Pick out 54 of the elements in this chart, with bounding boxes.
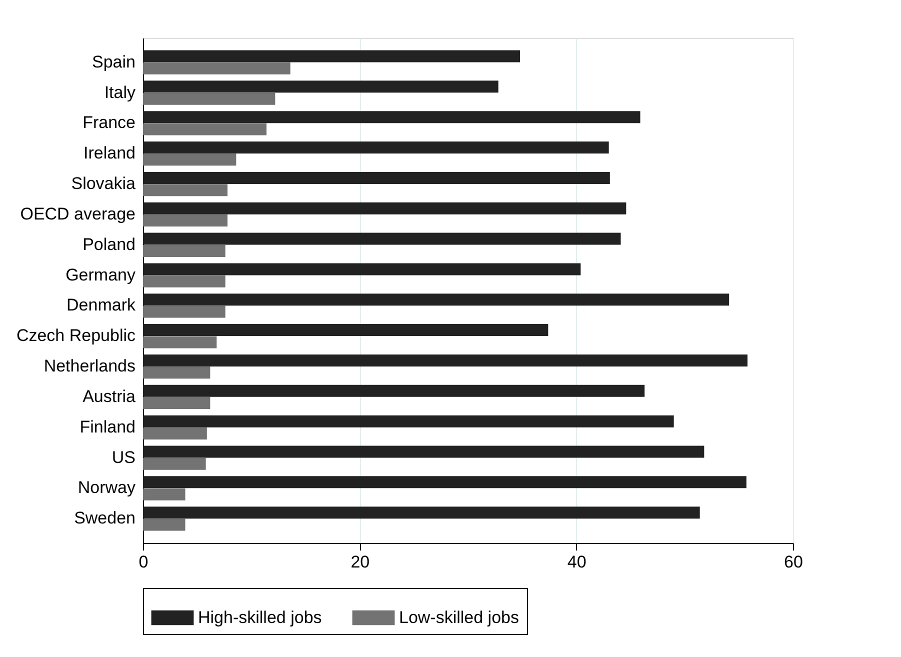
y-tick-label: Denmark <box>66 296 136 315</box>
bar <box>143 142 609 154</box>
bar <box>143 397 210 410</box>
legend-label: High-skilled jobs <box>198 608 322 627</box>
bar <box>143 506 700 519</box>
x-tick-label: 20 <box>350 552 370 572</box>
bar <box>143 384 645 397</box>
bar <box>143 415 674 428</box>
y-tick-label: Netherlands <box>44 356 136 376</box>
x-tick-label: 60 <box>784 552 803 572</box>
bar <box>143 488 186 500</box>
bar <box>143 92 276 105</box>
bar <box>143 476 746 488</box>
bar <box>143 111 640 124</box>
bar <box>143 244 226 257</box>
y-tick-label: Italy <box>104 82 136 102</box>
y-tick-label: Poland <box>82 234 136 254</box>
bar <box>143 275 226 288</box>
bar <box>143 427 207 440</box>
bar <box>143 154 236 166</box>
bar <box>143 62 290 74</box>
bar <box>143 202 626 214</box>
bar <box>143 458 206 470</box>
bar <box>143 263 581 276</box>
bar <box>143 446 704 458</box>
bar <box>143 324 548 336</box>
bar <box>143 336 217 348</box>
y-tick-label: Spain <box>92 52 136 72</box>
bar <box>143 172 610 184</box>
y-tick-label: Sweden <box>74 508 136 528</box>
bar <box>143 50 520 62</box>
y-tick-label: OECD average <box>20 204 136 224</box>
y-tick-label: Ireland <box>84 144 136 163</box>
y-tick-label: Finland <box>80 417 136 436</box>
legend-label: Low-skilled jobs <box>399 608 519 627</box>
y-tick-label: US <box>112 448 136 467</box>
bar <box>143 518 186 531</box>
bar <box>143 354 748 366</box>
bar <box>143 232 621 245</box>
bar <box>143 214 228 227</box>
y-tick-label: Czech Republic <box>16 326 136 346</box>
bar <box>143 306 226 318</box>
y-tick-label: Norway <box>78 478 136 498</box>
y-tick-label: Slovakia <box>71 174 136 194</box>
bar <box>143 184 228 196</box>
y-tick-label: Germany <box>66 265 136 284</box>
bar <box>143 123 266 136</box>
bar <box>143 366 210 379</box>
x-tick-label: 40 <box>567 552 586 572</box>
x-tick-label: 0 <box>138 552 148 572</box>
y-tick-label: Austria <box>82 386 136 406</box>
bar <box>143 294 730 306</box>
y-tick-label: France <box>82 113 136 132</box>
bar <box>143 80 498 93</box>
